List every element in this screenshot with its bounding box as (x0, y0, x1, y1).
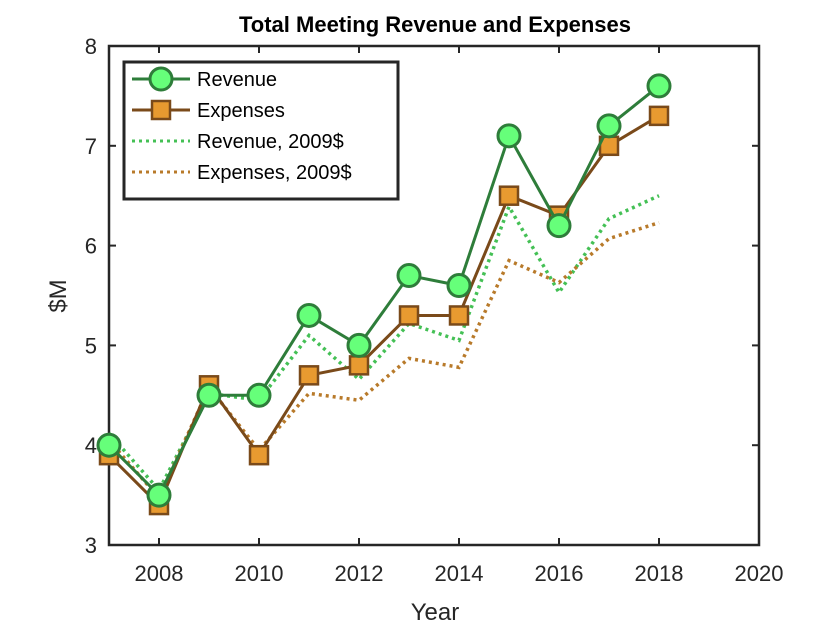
series-line-2 (107, 194, 660, 494)
y-tick-label: 6 (85, 234, 97, 259)
x-tick-label: 2010 (235, 561, 284, 586)
y-tick-label: 4 (85, 433, 97, 458)
revenue-point (646, 73, 672, 99)
revenue-point (546, 213, 572, 239)
legend-marker (148, 66, 174, 92)
series-line-0 (107, 84, 660, 498)
revenue-point (596, 113, 622, 139)
revenue-point (196, 382, 222, 408)
y-tick-label: 8 (85, 34, 97, 59)
series-line-1 (107, 114, 660, 508)
expenses-point (398, 305, 420, 326)
legend: Revenue Expenses Revenue, 2009$ Expenses, 2… (122, 60, 400, 201)
x-tick-label: 2014 (435, 561, 484, 586)
expenses-point (348, 355, 370, 376)
x-axis-label: Year (411, 599, 460, 626)
x-tick-label: 2018 (635, 561, 684, 586)
revenue-point (346, 332, 372, 358)
revenue-point (296, 302, 322, 328)
legend-label: Expenses, 2009$ (197, 162, 352, 184)
y-axis-label: $M (45, 279, 72, 312)
revenue-point (396, 263, 422, 289)
revenue-point (146, 482, 172, 508)
revenue-point (96, 432, 122, 458)
legend-marker (150, 99, 172, 121)
chart-title: Total Meeting Revenue and Expenses (239, 12, 631, 37)
y-tick-label: 5 (85, 333, 97, 358)
y-tick-label: 7 (85, 134, 97, 159)
expenses-point (498, 185, 520, 206)
revenue-point (246, 382, 272, 408)
expenses-point (298, 365, 320, 386)
legend-label: Revenue, 2009$ (197, 131, 344, 153)
legend-label: Expenses (197, 100, 285, 122)
x-tick-label: 2016 (535, 561, 584, 586)
legend-label: Revenue (197, 69, 277, 91)
y-tick-label: 3 (85, 533, 97, 558)
x-tick-label: 2012 (335, 561, 384, 586)
x-tick-label: 2008 (135, 561, 184, 586)
expenses-point (448, 305, 470, 326)
x-tick-label: 2020 (735, 561, 784, 586)
revenue-point (496, 123, 522, 149)
expenses-point (248, 444, 270, 466)
expenses-point (648, 105, 670, 127)
revenue-point (446, 273, 472, 299)
